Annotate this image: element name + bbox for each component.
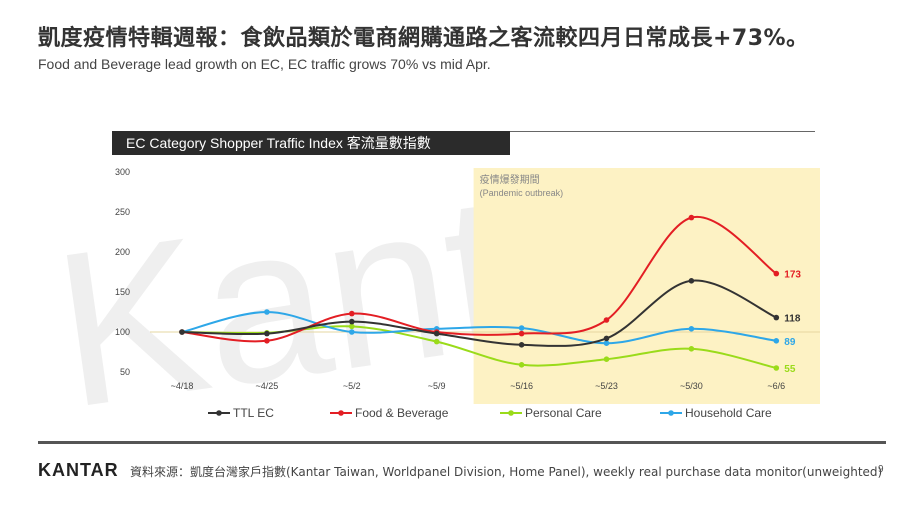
data-point-household-care — [264, 309, 270, 315]
series-line-food-beverage — [181, 215, 777, 343]
data-point-food-beverage — [518, 330, 525, 337]
legend-label: TTL EC — [233, 406, 274, 420]
end-label-food-beverage: 173 — [784, 270, 801, 281]
chart-legend: TTL EC Food & Beverage Personal Care Hou… — [0, 406, 915, 426]
data-point-ttl-ec — [688, 278, 695, 284]
legend-label: Personal Care — [525, 406, 602, 420]
data-point-ttl-ec — [179, 329, 185, 335]
x-tick-label: ~4/25 — [256, 381, 279, 391]
y-tick-label: 100 — [115, 327, 130, 337]
data-point-household-care — [688, 326, 695, 332]
x-tick-label: ~6/6 — [767, 381, 785, 391]
x-tick-label: ~5/2 — [343, 381, 361, 391]
data-point-ttl-ec — [433, 330, 440, 337]
kantar-logo: KANTAR — [38, 460, 119, 480]
legend-swatch — [330, 410, 352, 416]
x-tick-label: ~5/9 — [428, 381, 446, 391]
x-tick-label: ~5/23 — [595, 381, 618, 391]
data-point-ttl-ec — [773, 314, 780, 321]
legend-label: Household Care — [685, 406, 772, 420]
data-point-ttl-ec — [518, 342, 525, 348]
x-tick-label: ~4/18 — [171, 381, 194, 391]
source-note: 資料來源：凱度台灣家戶指數(Kantar Taiwan, Worldpanel … — [130, 465, 883, 479]
legend-label: Food & Beverage — [355, 406, 449, 420]
data-point-food-beverage — [688, 214, 695, 221]
legend-swatch — [208, 410, 230, 416]
page-number: 9 — [878, 464, 884, 475]
legend-item-personal-care: Personal Care — [500, 406, 602, 420]
x-tick-label: ~5/30 — [680, 381, 703, 391]
end-label-household-care: 89 — [784, 337, 796, 348]
data-point-personal-care — [518, 362, 525, 368]
data-point-household-care — [773, 338, 780, 344]
y-tick-label: 150 — [115, 287, 130, 297]
chart-title-rule — [510, 131, 815, 132]
data-point-personal-care — [603, 356, 610, 363]
legend-item-ttl-ec: TTL EC — [208, 406, 274, 420]
y-tick-label: 250 — [115, 207, 130, 217]
data-point-ttl-ec — [603, 335, 610, 342]
data-point-ttl-ec — [349, 318, 355, 325]
data-point-household-care — [518, 325, 525, 331]
data-point-personal-care — [349, 323, 355, 330]
data-point-personal-care — [433, 338, 440, 345]
highlight-label: 疫情爆發期間 — [480, 173, 540, 186]
y-tick-label: 50 — [120, 367, 130, 377]
y-tick-label: 300 — [115, 167, 130, 177]
data-point-personal-care — [688, 346, 695, 352]
footer-divider — [38, 441, 886, 444]
legend-swatch — [500, 410, 522, 416]
data-point-ttl-ec — [264, 330, 270, 337]
chart-title: EC Category Shopper Traffic Index 客流量數指數 — [112, 131, 510, 155]
series-line-household-care — [181, 310, 777, 345]
legend-swatch — [660, 410, 682, 416]
page-subtitle: Food and Beverage lead growth on EC, EC … — [38, 56, 491, 72]
end-label-ttl-ec: 118 — [784, 314, 801, 325]
data-point-food-beverage — [773, 270, 780, 277]
data-point-personal-care — [773, 365, 780, 371]
legend-item-household-care: Household Care — [660, 406, 772, 420]
data-point-food-beverage — [349, 310, 355, 317]
pandemic-highlight-band — [473, 168, 820, 404]
y-tick-label: 200 — [115, 247, 130, 257]
legend-item-food-beverage: Food & Beverage — [330, 406, 448, 420]
x-tick-label: ~5/16 — [510, 381, 533, 391]
series-line-ttl-ec — [181, 279, 777, 347]
highlight-sublabel: (Pandemic outbreak) — [480, 188, 564, 198]
data-point-food-beverage — [264, 338, 270, 344]
data-point-food-beverage — [603, 317, 610, 323]
data-point-household-care — [603, 340, 610, 347]
end-label-personal-care: 55 — [784, 364, 796, 375]
page-title: 凱度疫情特輯週報：食飲品類於電商網購通路之客流較四月日常成長+73%。 — [38, 26, 809, 51]
data-point-household-care — [349, 329, 355, 335]
